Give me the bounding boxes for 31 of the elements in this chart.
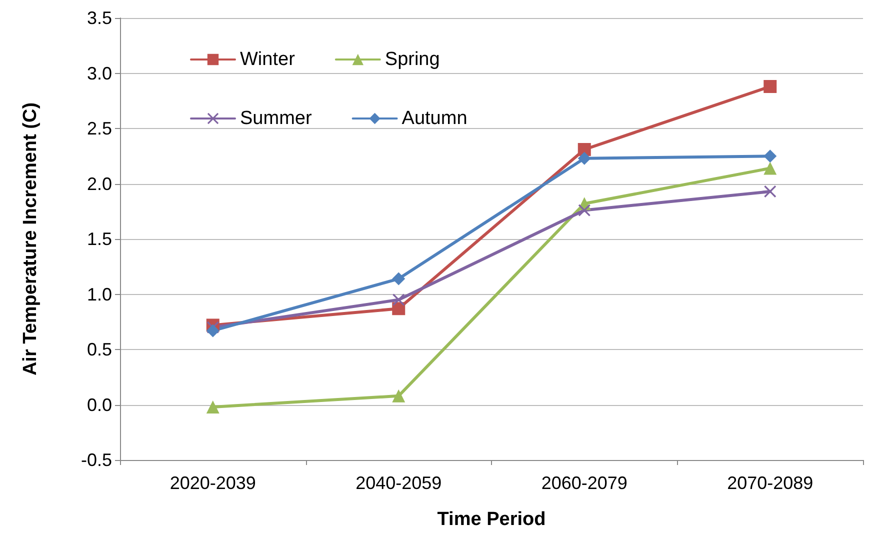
x-tick-label: 2070-2089 (727, 473, 814, 493)
y-tick-label: -0.5 (80, 450, 112, 470)
point (764, 185, 776, 198)
y-tick-label: 2.0 (86, 174, 112, 194)
x-axis-title: Time Period (437, 509, 546, 530)
legend-label: Summer (240, 108, 312, 129)
point (764, 150, 777, 163)
point (392, 389, 406, 402)
y-tick-label: 0.5 (86, 340, 112, 360)
point (578, 152, 591, 165)
x-tick-label: 2020-2039 (170, 473, 256, 493)
y-tick-label: 0.0 (86, 394, 112, 415)
x-tick-label: 2040-2059 (356, 473, 442, 493)
point (206, 400, 220, 414)
legend-label: Winter (240, 49, 296, 70)
legend-label: Spring (384, 49, 440, 70)
point (392, 302, 406, 316)
point (392, 272, 406, 286)
point (578, 204, 590, 216)
y-axis-title: Air Temperature Increment (C) (20, 102, 41, 376)
point (392, 294, 405, 306)
y-tick-label: 3.5 (86, 8, 112, 28)
point (764, 162, 777, 175)
y-tick-label: 1.0 (86, 284, 112, 304)
y-tick-label: 1.5 (86, 229, 112, 249)
point (206, 324, 220, 338)
x-tick-label: 2060-2079 (541, 473, 628, 493)
y-tick-label: 3.0 (86, 63, 112, 84)
legend-label: Autumn (402, 108, 468, 129)
point (764, 80, 777, 94)
y-tick-label: 2.5 (86, 118, 112, 138)
